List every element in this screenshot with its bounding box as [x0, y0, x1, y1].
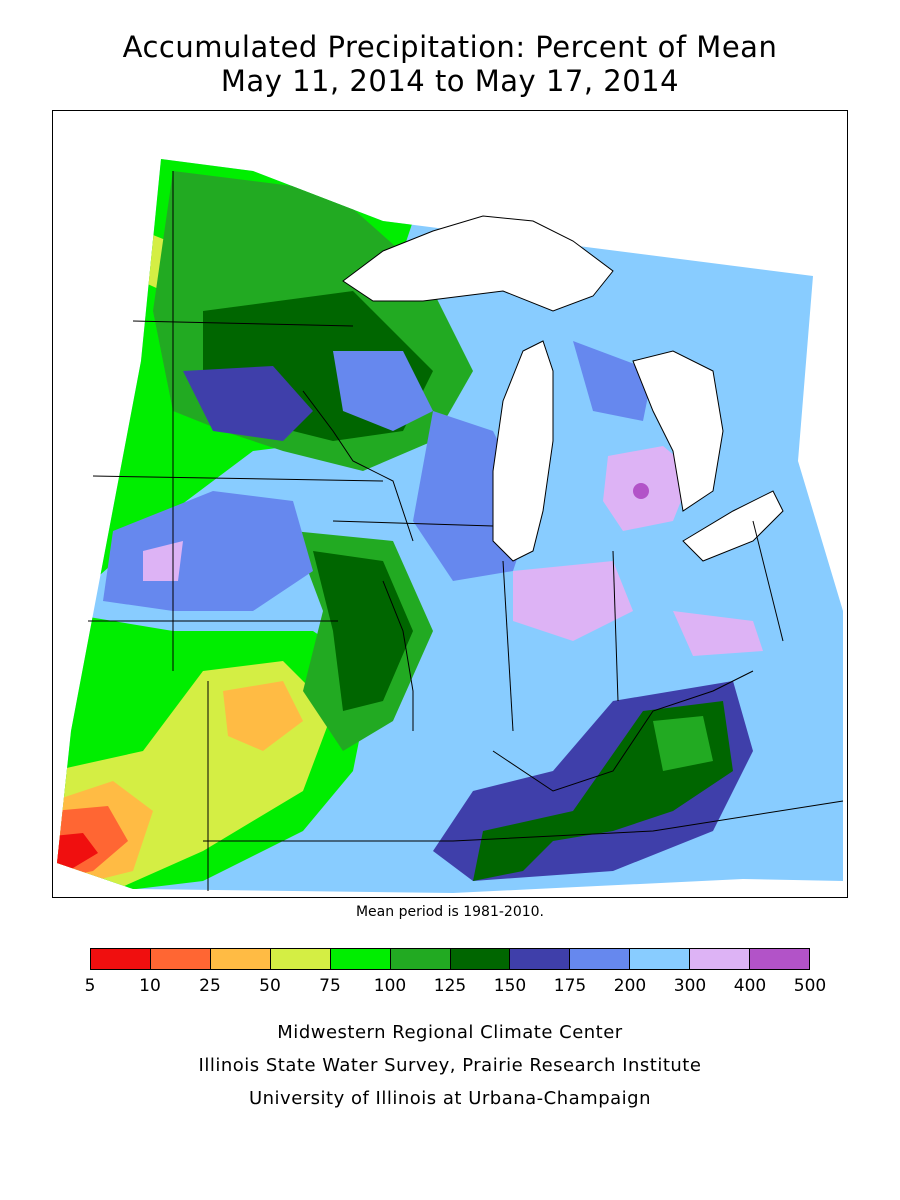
legend-swatch [210, 949, 271, 969]
credit-uiuc: University of Illinois at Urbana-Champai… [248, 1088, 652, 1109]
legend-swatch [390, 949, 451, 969]
great-lakes [342, 215, 784, 562]
legend-label: 175 [553, 976, 587, 996]
map-canvas [57, 159, 844, 893]
legend-label: 200 [613, 976, 647, 996]
lake-superior [342, 215, 614, 312]
zone-125-150-central [313, 551, 413, 711]
map-date-range: May 11, 2014 to May 17, 2014 [220, 64, 680, 98]
mean-period-note: Mean period is 1981-2010. [355, 904, 545, 920]
legend-labels: 5 10 25 50 75 100 125 150 175 200 300 400 500 [85, 976, 827, 998]
legend-label: 400 [733, 976, 767, 996]
lake-erie [682, 490, 784, 562]
zone-100-125-south [653, 716, 713, 771]
legend-label: 150 [493, 976, 527, 996]
zone-150-175-a [183, 366, 313, 441]
legend-label: 300 [673, 976, 707, 996]
zone-175-200-michigan [573, 341, 653, 421]
color-legend [90, 948, 810, 970]
boundary-nd-sd [132, 320, 354, 327]
legend-label: 100 [373, 976, 407, 996]
legend-swatch [510, 949, 571, 969]
credit-isws: Illinois State Water Survey, Prairie Res… [198, 1055, 702, 1076]
legend-label: 10 [139, 976, 161, 996]
zone-400-500 [633, 483, 649, 499]
legend-label: 5 [84, 976, 96, 996]
legend-label: 500 [793, 976, 827, 996]
boundary-ia-mn [332, 520, 494, 527]
legend-swatch [690, 949, 751, 969]
legend-swatch [270, 949, 331, 969]
legend-label: 50 [259, 976, 281, 996]
legend-swatch [570, 949, 631, 969]
precipitation-map [52, 110, 848, 898]
zone-175-200-a [333, 351, 433, 431]
legend-swatch [91, 949, 151, 969]
legend-swatch [750, 949, 810, 969]
lake-huron [632, 350, 724, 512]
credit-mrcc: Midwestern Regional Climate Center [277, 1022, 623, 1043]
state-boundaries [88, 171, 844, 891]
legend-swatch [330, 949, 391, 969]
legend-label: 125 [433, 976, 467, 996]
lake-michigan [492, 340, 554, 562]
boundary-mn-wi [302, 390, 414, 542]
boundary-oh-pa [752, 520, 784, 642]
legend-swatch [150, 949, 211, 969]
boundary-mississippi [382, 580, 414, 731]
legend-swatch [630, 949, 691, 969]
map-title: Accumulated Precipitation: Percent of Me… [122, 30, 778, 64]
zone-300-400-ohio [673, 611, 763, 656]
legend-label: 25 [199, 976, 221, 996]
boundary-sd-ne [92, 475, 384, 482]
zone-25-50-center [223, 681, 303, 751]
boundary-ky-tn [203, 800, 844, 842]
zone-300-400-illinois [513, 561, 633, 641]
boundary-ohio-river [492, 670, 754, 792]
boundary-in-oh [612, 550, 619, 702]
legend-label: 75 [319, 976, 341, 996]
boundary-il-in [502, 560, 514, 732]
zone-5-10 [57, 833, 98, 873]
legend-swatch [450, 949, 511, 969]
